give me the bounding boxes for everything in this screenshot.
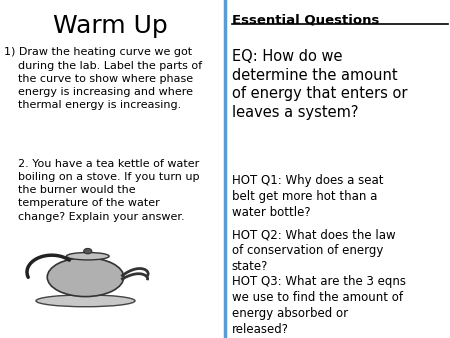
Text: Warm Up: Warm Up — [53, 14, 167, 38]
Text: HOT Q3: What are the 3 eqns
we use to find the amount of
energy absorbed or
rele: HOT Q3: What are the 3 eqns we use to fi… — [232, 275, 406, 336]
Text: Essential Questions: Essential Questions — [232, 14, 379, 26]
Ellipse shape — [47, 258, 124, 297]
Text: 2. You have a tea kettle of water
    boiling on a stove. If you turn up
    the: 2. You have a tea kettle of water boilin… — [4, 159, 200, 222]
Text: HOT Q2: What does the law
of conservation of energy
state?: HOT Q2: What does the law of conservatio… — [232, 228, 396, 273]
Text: 1) Draw the heating curve we got
    during the lab. Label the parts of
    the : 1) Draw the heating curve we got during … — [4, 47, 202, 110]
Ellipse shape — [36, 295, 135, 307]
Text: HOT Q1: Why does a seat
belt get more hot than a
water bottle?: HOT Q1: Why does a seat belt get more ho… — [232, 174, 383, 219]
Ellipse shape — [67, 252, 109, 260]
Ellipse shape — [84, 248, 92, 254]
Text: EQ: How do we
determine the amount
of energy that enters or
leaves a system?: EQ: How do we determine the amount of en… — [232, 49, 407, 120]
